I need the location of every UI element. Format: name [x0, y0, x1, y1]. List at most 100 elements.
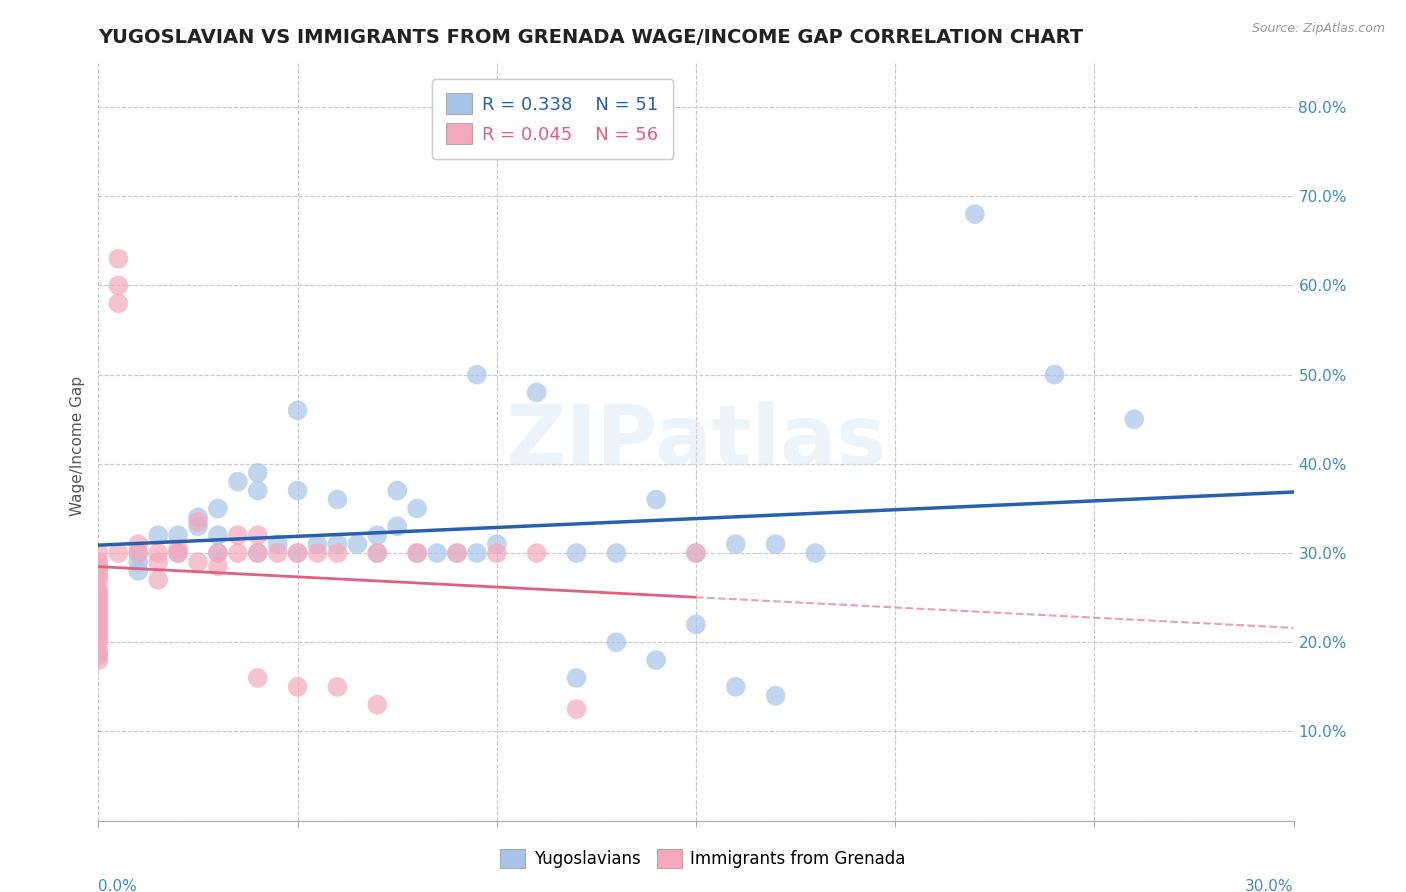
Point	[565, 546, 588, 560]
Point	[565, 702, 588, 716]
Point	[385, 483, 409, 498]
Point	[326, 546, 349, 560]
Point	[307, 537, 329, 551]
Point	[127, 546, 149, 560]
Point	[87, 617, 110, 632]
Point	[963, 207, 986, 221]
Point	[287, 483, 309, 498]
Point	[87, 564, 110, 578]
Text: Wage/Income Gap: Wage/Income Gap	[70, 376, 84, 516]
Point	[426, 546, 449, 560]
Point	[87, 613, 110, 627]
Point	[287, 403, 309, 417]
Point	[107, 252, 129, 266]
Point	[87, 595, 110, 609]
Point	[87, 644, 110, 658]
Point	[366, 698, 388, 712]
Point	[127, 555, 149, 569]
Point	[87, 653, 110, 667]
Point	[267, 537, 290, 551]
Point	[485, 546, 508, 560]
Point	[87, 559, 110, 574]
Point	[207, 528, 229, 542]
Point	[366, 546, 388, 560]
Point	[724, 537, 747, 551]
Point	[187, 555, 209, 569]
Point	[87, 622, 110, 636]
Point	[406, 546, 429, 560]
Point	[326, 492, 349, 507]
Point	[645, 653, 668, 667]
Point	[246, 546, 269, 560]
Point	[226, 475, 249, 489]
Point	[605, 546, 627, 560]
Point	[385, 519, 409, 533]
Point	[87, 599, 110, 614]
Point	[565, 671, 588, 685]
Point	[87, 635, 110, 649]
Point	[246, 528, 269, 542]
Point	[127, 537, 149, 551]
Point	[167, 541, 190, 556]
Point	[685, 546, 707, 560]
Point	[87, 648, 110, 663]
Point	[465, 368, 488, 382]
Point	[406, 501, 429, 516]
Point	[246, 466, 269, 480]
Text: Source: ZipAtlas.com: Source: ZipAtlas.com	[1251, 22, 1385, 36]
Point	[226, 528, 249, 542]
Point	[246, 483, 269, 498]
Text: 0.0%: 0.0%	[98, 879, 138, 892]
Point	[326, 537, 349, 551]
Point	[87, 573, 110, 587]
Legend: R = 0.338    N = 51, R = 0.045    N = 56: R = 0.338 N = 51, R = 0.045 N = 56	[432, 79, 673, 159]
Text: ZIPatlas: ZIPatlas	[506, 401, 886, 482]
Point	[107, 546, 129, 560]
Point	[87, 582, 110, 596]
Point	[87, 604, 110, 618]
Point	[187, 510, 209, 524]
Point	[127, 564, 149, 578]
Point	[127, 546, 149, 560]
Legend: Yugoslavians, Immigrants from Grenada: Yugoslavians, Immigrants from Grenada	[494, 842, 912, 875]
Point	[167, 528, 190, 542]
Point	[246, 546, 269, 560]
Point	[246, 671, 269, 685]
Point	[267, 546, 290, 560]
Point	[645, 492, 668, 507]
Point	[287, 546, 309, 560]
Point	[207, 559, 229, 574]
Point	[446, 546, 468, 560]
Text: 30.0%: 30.0%	[1246, 879, 1294, 892]
Point	[148, 546, 170, 560]
Point	[765, 537, 787, 551]
Point	[207, 501, 229, 516]
Point	[207, 546, 229, 560]
Point	[87, 586, 110, 600]
Point	[465, 546, 488, 560]
Point	[187, 519, 209, 533]
Point	[87, 555, 110, 569]
Point	[724, 680, 747, 694]
Point	[326, 680, 349, 694]
Point	[485, 537, 508, 551]
Point	[446, 546, 468, 560]
Point	[1043, 368, 1066, 382]
Point	[605, 635, 627, 649]
Point	[366, 528, 388, 542]
Point	[366, 546, 388, 560]
Point	[107, 278, 129, 293]
Point	[87, 626, 110, 640]
Point	[526, 546, 548, 560]
Point	[87, 631, 110, 645]
Point	[346, 537, 368, 551]
Point	[87, 608, 110, 623]
Point	[107, 296, 129, 310]
Point	[804, 546, 827, 560]
Point	[526, 385, 548, 400]
Point	[287, 546, 309, 560]
Point	[207, 546, 229, 560]
Point	[685, 617, 707, 632]
Point	[87, 591, 110, 605]
Point	[307, 546, 329, 560]
